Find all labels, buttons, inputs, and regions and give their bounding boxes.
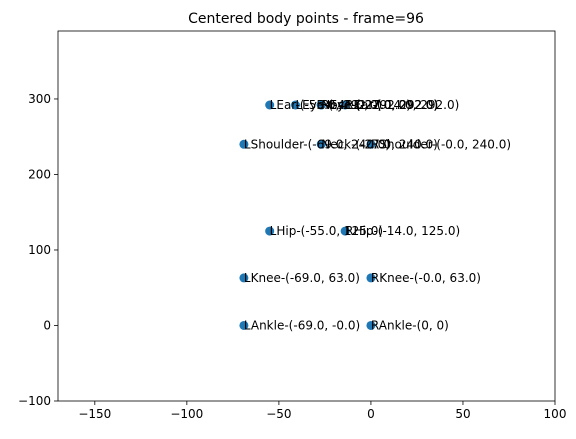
data-point [316,139,326,149]
y-tick-label: 100 [28,243,51,257]
data-point [239,273,249,283]
chart-title: Centered body points - frame=96 [188,11,424,27]
data-point [366,273,376,283]
data-point [290,100,300,110]
x-tick-label: 50 [455,407,470,421]
x-axis: −150 −100 −50 0 50 100 [78,401,566,421]
y-axis: −100 0 100 200 300 [18,92,58,408]
plot-frame [57,30,556,402]
point-label: LEye-(-41.0, 292.0) [295,98,410,112]
data-point [340,226,350,236]
x-tick-label: 0 [367,407,375,421]
point-label: LShoulder-(-69.0, 240.0) [244,137,390,151]
x-tick-label: 100 [544,407,567,421]
point-labels: Nose-(-27.0, 292.0) Neck-(-27.0, 240.0)RS… [244,98,511,332]
point-label: LAnkle-(-69.0, -0.0) [244,318,360,332]
data-point [366,320,376,330]
y-tick-label: −100 [18,394,51,408]
point-label: Neck-(-27.0, 240.0) [321,137,438,151]
x-tick-label: −100 [170,407,203,421]
data-point [239,139,249,149]
y-tick-label: 300 [28,92,51,106]
point-label: REar-(-14.0, 292.0) [345,98,459,112]
data-points [239,100,376,330]
x-tick-label: −150 [78,407,111,421]
point-label: RShoulder-(-0.0, 240.0) [371,137,511,151]
point-label: RHip-(-14.0, 125.0) [345,224,460,238]
y-tick-label: 0 [43,318,51,332]
data-point [366,139,376,149]
x-tick-label: −50 [266,407,291,421]
point-label: LKnee-(-69.0, 63.0) [244,271,360,285]
point-label: LEar-(-55.0, 292.0) [270,98,383,112]
data-point [340,100,350,110]
point-label: REye-(-27.0, 292.0) [321,98,438,112]
point-label: RKnee-(-0.0, 63.0) [371,271,481,285]
data-point [265,100,275,110]
point-label: Nose-(-27.0, 292.0) [321,98,438,112]
point-label: RAnkle-(0, 0) [371,318,449,332]
y-tick-label: 200 [28,167,51,181]
point-label: LHip-(-55.0, 125.0) [270,224,383,238]
data-point [265,226,275,236]
data-point [239,320,249,330]
data-point [316,100,326,110]
